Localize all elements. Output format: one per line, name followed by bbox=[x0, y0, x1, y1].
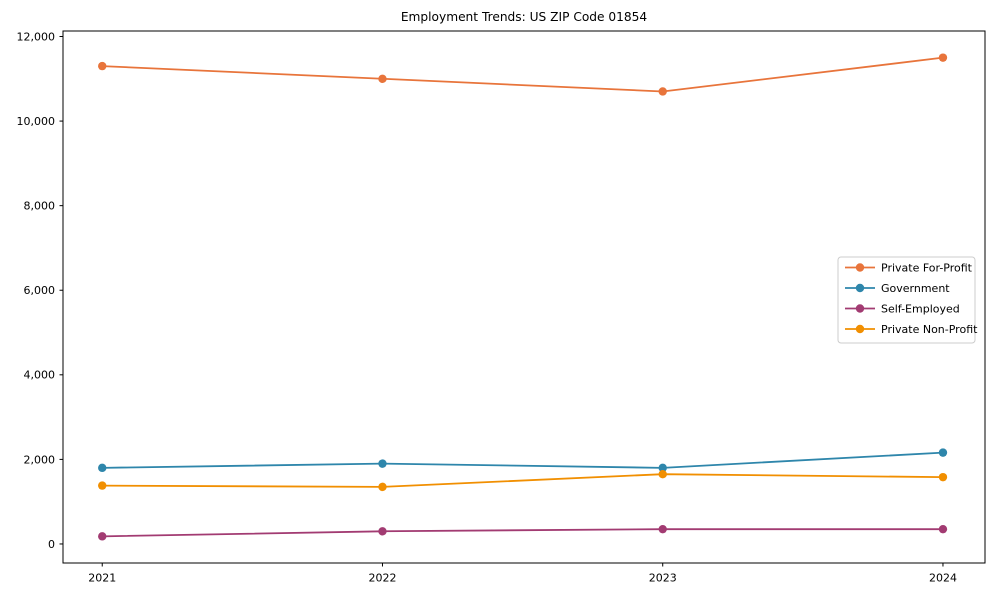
y-tick-label: 10,000 bbox=[17, 115, 56, 128]
series-marker bbox=[938, 472, 948, 482]
y-tick-label: 2,000 bbox=[24, 453, 56, 466]
legend-marker bbox=[855, 283, 865, 293]
series-marker bbox=[938, 53, 948, 62]
x-tick-label: 2021 bbox=[88, 572, 116, 585]
y-tick-label: 4,000 bbox=[24, 369, 56, 382]
series-marker bbox=[658, 87, 667, 96]
y-tick-label: 0 bbox=[48, 538, 55, 551]
legend-marker bbox=[855, 263, 865, 272]
y-tick-label: 8,000 bbox=[24, 200, 56, 213]
series-marker bbox=[658, 463, 667, 473]
chart-title: Employment Trends: US ZIP Code 01854 bbox=[401, 10, 648, 24]
y-tick-label: 6,000 bbox=[24, 284, 56, 297]
x-tick-label: 2022 bbox=[368, 572, 396, 585]
series-line bbox=[102, 56, 944, 93]
legend-marker bbox=[855, 324, 865, 334]
series-marker bbox=[378, 459, 387, 468]
legend-label: Self-Employed bbox=[881, 302, 960, 315]
series-marker bbox=[938, 524, 948, 534]
legend-label: Private Non-Profit bbox=[881, 323, 978, 336]
series-marker bbox=[98, 463, 107, 473]
legend-label: Government bbox=[881, 282, 950, 295]
legend: Private For-Profit Government Self-Employe… bbox=[837, 256, 978, 344]
x-tick-label: 2023 bbox=[649, 572, 677, 585]
series-marker bbox=[98, 61, 107, 71]
series-marker bbox=[98, 532, 107, 541]
series-marker bbox=[938, 448, 948, 457]
series-lines bbox=[98, 53, 948, 541]
legend-box bbox=[837, 256, 976, 344]
series-marker bbox=[658, 469, 667, 479]
plot-border bbox=[62, 30, 986, 564]
series-marker bbox=[378, 482, 387, 492]
y-tick-label: 12,000 bbox=[17, 30, 56, 43]
x-tick-label: 2024 bbox=[929, 572, 957, 585]
series-line bbox=[102, 451, 944, 469]
legend-label: Private For-Profit bbox=[881, 261, 973, 274]
series-marker bbox=[378, 527, 387, 536]
series-marker bbox=[98, 481, 107, 490]
series-line bbox=[102, 528, 943, 538]
x-axis: 2021 2022 2023 2024 bbox=[88, 563, 957, 585]
y-axis: 0 2,000 4,000 6,000 8,000 10,000 12,000 bbox=[17, 30, 63, 551]
legend-marker bbox=[855, 304, 865, 313]
series-marker bbox=[658, 524, 667, 534]
series-line bbox=[102, 473, 943, 488]
series-marker bbox=[378, 74, 387, 83]
